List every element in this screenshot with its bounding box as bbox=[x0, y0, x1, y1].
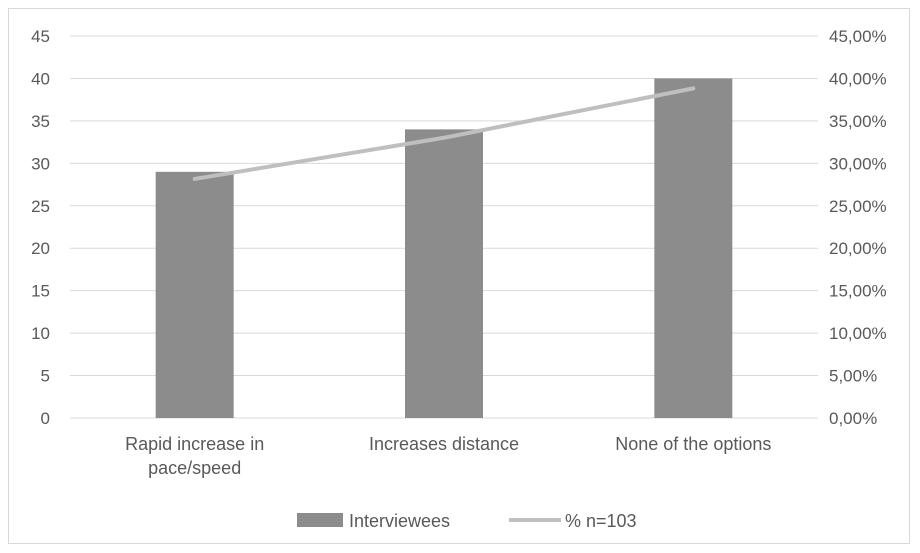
line-series bbox=[192, 86, 696, 181]
y-right-tick-label: 35,00% bbox=[829, 112, 887, 131]
y-right-tick-label: 40,00% bbox=[829, 69, 887, 88]
y-right-tick-label: 0,00% bbox=[829, 409, 877, 428]
bar bbox=[405, 129, 483, 418]
y-left-tick-label: 20 bbox=[31, 239, 50, 258]
y-left-tick-label: 30 bbox=[31, 154, 50, 173]
y-left-tick-label: 0 bbox=[41, 409, 50, 428]
y-right-tick-label: 45,00% bbox=[829, 27, 887, 46]
y-left-tick-label: 40 bbox=[31, 69, 50, 88]
y-left-tick-label: 5 bbox=[41, 367, 50, 386]
y-left-tick-label: 25 bbox=[31, 197, 50, 216]
x-category-label: Increases distance bbox=[369, 434, 519, 454]
y-left-tick-label: 35 bbox=[31, 112, 50, 131]
bar bbox=[654, 78, 733, 418]
x-category-label: Rapid increase in bbox=[125, 434, 264, 454]
legend-swatch-interviewees bbox=[297, 513, 343, 527]
bar bbox=[155, 171, 234, 418]
y-right-tick-label: 25,00% bbox=[829, 197, 887, 216]
y-right-tick-label: 5,00% bbox=[829, 367, 877, 386]
legend-label: Interviewees bbox=[349, 511, 450, 531]
y-left-tick-label: 45 bbox=[31, 27, 50, 46]
y-right-tick-label: 10,00% bbox=[829, 324, 887, 343]
legend-label: % n=103 bbox=[565, 511, 637, 531]
y-right-tick-label: 15,00% bbox=[829, 282, 887, 301]
y-left-tick-label: 15 bbox=[31, 282, 50, 301]
x-category-label: pace/speed bbox=[148, 458, 241, 478]
y-right-tick-label: 20,00% bbox=[829, 239, 887, 258]
x-category-label: None of the options bbox=[615, 434, 771, 454]
y-left-tick-label: 10 bbox=[31, 324, 50, 343]
y-right-tick-label: 30,00% bbox=[829, 154, 887, 173]
